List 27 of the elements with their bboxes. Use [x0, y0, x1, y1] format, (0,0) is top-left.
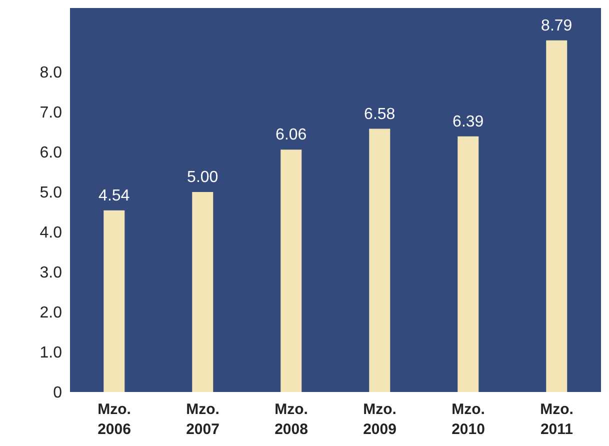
- x-tick-label: Mzo. 2008: [274, 401, 308, 438]
- y-tick-label: 4.0: [40, 224, 62, 242]
- bar: [280, 150, 302, 392]
- bar: [458, 136, 479, 392]
- x-tick-label: Mzo. 2006: [98, 401, 131, 438]
- data-label: 8.79: [541, 17, 572, 34]
- y-tick-label: 6.0: [40, 144, 62, 162]
- data-label: 5.00: [187, 169, 218, 186]
- y-tick-label: 1.0: [40, 344, 62, 362]
- x-tick-label: Mzo. 2007: [186, 401, 220, 438]
- y-tick-label: 7.0: [40, 104, 62, 122]
- bar: [369, 128, 390, 392]
- data-label: 6.06: [276, 126, 307, 144]
- data-label: 4.54: [98, 187, 130, 204]
- x-tick-label: Mzo. 2010: [452, 401, 485, 438]
- bar: [104, 210, 125, 392]
- bar: [546, 40, 568, 392]
- y-tick-label: 5.0: [40, 184, 62, 202]
- y-tick-label: 8.0: [40, 64, 62, 82]
- y-tick-label: 3.0: [40, 264, 62, 282]
- y-tick-label: 2.0: [40, 304, 62, 322]
- data-label: 6.58: [364, 106, 396, 123]
- y-tick-label: 0: [53, 384, 62, 402]
- data-label: 6.39: [452, 113, 484, 130]
- x-tick-label: Mzo. 2011: [540, 401, 574, 438]
- bar: [192, 192, 214, 392]
- x-tick-label: Mzo. 2009: [363, 401, 396, 438]
